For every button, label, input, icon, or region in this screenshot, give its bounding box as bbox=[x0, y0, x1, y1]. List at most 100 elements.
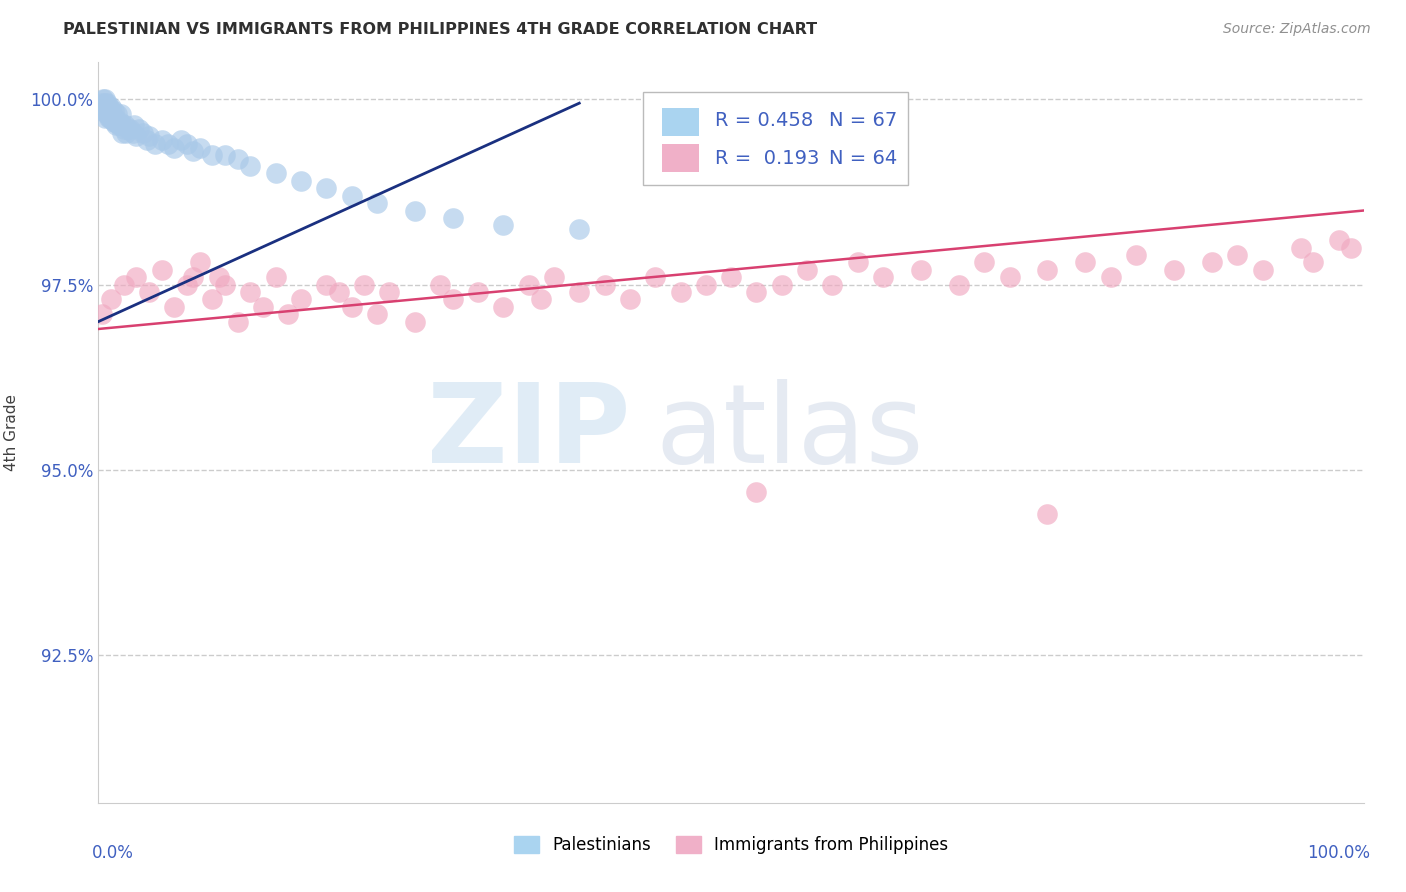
Point bbox=[353, 277, 375, 292]
Point bbox=[340, 300, 363, 314]
Point bbox=[101, 107, 124, 121]
Point bbox=[110, 119, 132, 133]
Point bbox=[150, 262, 173, 277]
Point bbox=[122, 119, 145, 133]
Point bbox=[138, 285, 160, 299]
Point bbox=[94, 100, 117, 114]
Point bbox=[100, 111, 122, 125]
Point bbox=[1036, 262, 1059, 277]
Point bbox=[125, 270, 148, 285]
Point bbox=[366, 196, 388, 211]
Point bbox=[114, 119, 136, 133]
Point bbox=[252, 300, 274, 314]
Point bbox=[467, 285, 489, 299]
Point bbox=[93, 111, 117, 125]
Point bbox=[948, 277, 970, 292]
Point bbox=[97, 111, 120, 125]
Point bbox=[517, 277, 540, 292]
Point bbox=[619, 293, 641, 307]
Point bbox=[1099, 270, 1122, 285]
Point bbox=[107, 107, 129, 121]
Point bbox=[111, 126, 134, 140]
Point bbox=[150, 133, 173, 147]
Point bbox=[770, 277, 793, 292]
Point bbox=[138, 129, 160, 144]
Text: 0.0%: 0.0% bbox=[93, 844, 134, 862]
Point bbox=[441, 211, 464, 225]
Point bbox=[1074, 255, 1097, 269]
Point bbox=[104, 111, 127, 125]
Point bbox=[1327, 233, 1350, 247]
Point bbox=[1251, 262, 1274, 277]
Point bbox=[100, 293, 122, 307]
Point bbox=[103, 114, 125, 128]
Point bbox=[201, 293, 224, 307]
Point bbox=[117, 122, 139, 136]
Point bbox=[872, 270, 894, 285]
Point bbox=[910, 262, 932, 277]
Point bbox=[441, 293, 464, 307]
Point bbox=[96, 103, 118, 118]
Point bbox=[821, 277, 844, 292]
Point bbox=[105, 119, 128, 133]
Point bbox=[120, 122, 141, 136]
Point bbox=[169, 133, 191, 147]
Point bbox=[97, 103, 120, 118]
FancyBboxPatch shape bbox=[643, 92, 908, 185]
Point bbox=[264, 270, 287, 285]
Point bbox=[201, 148, 224, 162]
Point bbox=[543, 270, 565, 285]
Point bbox=[157, 136, 180, 151]
Point bbox=[163, 140, 186, 154]
Point bbox=[429, 277, 451, 292]
Point bbox=[91, 307, 114, 321]
Text: PALESTINIAN VS IMMIGRANTS FROM PHILIPPINES 4TH GRADE CORRELATION CHART: PALESTINIAN VS IMMIGRANTS FROM PHILIPPIN… bbox=[63, 22, 817, 37]
Point bbox=[188, 140, 211, 154]
Point bbox=[695, 277, 717, 292]
Point bbox=[745, 285, 768, 299]
Point bbox=[97, 100, 120, 114]
Point bbox=[90, 100, 112, 114]
Point bbox=[1340, 240, 1362, 254]
Point bbox=[128, 122, 150, 136]
Point bbox=[846, 255, 869, 269]
Point bbox=[315, 277, 337, 292]
Point bbox=[315, 181, 337, 195]
Text: Source: ZipAtlas.com: Source: ZipAtlas.com bbox=[1223, 22, 1371, 37]
Point bbox=[492, 219, 515, 233]
Point bbox=[132, 126, 155, 140]
Point bbox=[1163, 262, 1185, 277]
Point bbox=[104, 114, 127, 128]
Point bbox=[112, 122, 135, 136]
Point bbox=[796, 262, 818, 277]
Point bbox=[93, 96, 117, 111]
Point bbox=[214, 277, 236, 292]
Point bbox=[290, 174, 312, 188]
Point bbox=[492, 300, 515, 314]
Point bbox=[1125, 248, 1147, 262]
Text: ZIP: ZIP bbox=[426, 379, 630, 486]
Point bbox=[264, 166, 287, 180]
Text: R = 0.458: R = 0.458 bbox=[714, 111, 813, 129]
Point bbox=[93, 103, 115, 118]
Point bbox=[593, 277, 616, 292]
Point bbox=[100, 100, 122, 114]
Point bbox=[98, 107, 121, 121]
Point bbox=[121, 126, 143, 140]
Point bbox=[239, 285, 262, 299]
Point bbox=[998, 270, 1021, 285]
Point bbox=[110, 107, 132, 121]
Point bbox=[96, 107, 118, 121]
Point bbox=[176, 136, 198, 151]
Point bbox=[163, 300, 186, 314]
Point bbox=[94, 103, 117, 118]
Point bbox=[93, 92, 115, 106]
Point bbox=[115, 126, 138, 140]
Point bbox=[669, 285, 692, 299]
Point bbox=[1226, 248, 1249, 262]
Point bbox=[644, 270, 666, 285]
Point bbox=[108, 114, 131, 128]
Point bbox=[188, 255, 211, 269]
Point bbox=[1201, 255, 1223, 269]
Text: N = 67: N = 67 bbox=[828, 111, 897, 129]
